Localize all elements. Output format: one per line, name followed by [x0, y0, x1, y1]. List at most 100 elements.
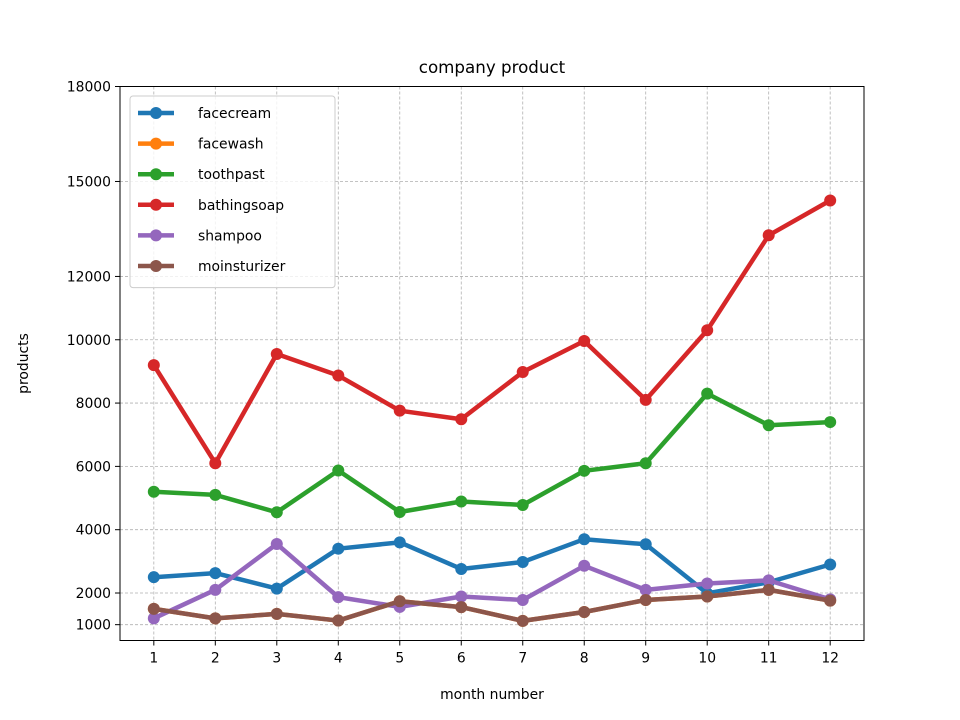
data-point	[455, 590, 468, 603]
data-point	[824, 594, 837, 607]
data-point	[455, 562, 468, 575]
data-point	[639, 393, 652, 406]
x-axis-title: month number	[440, 687, 544, 703]
data-point	[762, 583, 775, 596]
data-point	[824, 416, 837, 429]
series-line	[151, 587, 833, 624]
data-point	[578, 559, 591, 572]
data-point	[701, 577, 714, 590]
x-tick-label: 2	[211, 651, 220, 667]
series-line	[150, 541, 833, 622]
data-point	[270, 582, 283, 595]
legend-marker	[150, 107, 162, 119]
legend-label: shampoo	[198, 228, 262, 244]
x-tick-label: 7	[518, 651, 527, 667]
data-point	[393, 505, 406, 518]
data-point	[516, 614, 529, 627]
data-point	[332, 464, 345, 477]
x-tick-label: 6	[457, 651, 466, 667]
data-point	[762, 419, 775, 432]
data-point	[270, 506, 283, 519]
data-point	[516, 593, 529, 606]
y-tick-label: 18000	[67, 80, 111, 96]
data-point	[147, 359, 160, 372]
data-point	[578, 335, 591, 348]
data-point	[393, 404, 406, 417]
series-layer	[147, 194, 837, 627]
x-tick-label: 3	[272, 651, 281, 667]
data-point	[639, 593, 652, 606]
data-point	[455, 601, 468, 614]
data-point	[270, 607, 283, 620]
x-tick-label: 9	[641, 651, 650, 667]
y-tick-label: 10000	[67, 333, 111, 349]
x-tick-label: 4	[334, 651, 343, 667]
data-point	[270, 348, 283, 361]
data-point	[824, 194, 837, 207]
data-point	[147, 571, 160, 584]
legend-item: bathingsoap	[138, 198, 284, 214]
series-moinsturizer	[147, 583, 837, 627]
legend-label: bathingsoap	[198, 198, 284, 214]
data-point	[455, 495, 468, 508]
data-point	[762, 574, 775, 587]
legend-marker	[150, 198, 162, 211]
legend-box	[129, 95, 336, 289]
y-tick-label: 4000	[76, 523, 111, 539]
y-axis-title: products	[16, 333, 32, 394]
data-point	[332, 369, 345, 382]
data-point	[147, 485, 160, 498]
chart-title: company product	[419, 57, 566, 77]
data-point	[578, 533, 591, 546]
x-tick-label: 8	[580, 651, 589, 667]
x-axis: 1 2 3 4 5 6 7 8 9 10 11 12	[149, 640, 839, 667]
legend-label: moinsturizer	[198, 259, 286, 275]
data-point	[332, 591, 345, 604]
x-tick-label: 5	[395, 651, 404, 667]
x-tick-label: 11	[760, 651, 778, 667]
legend-item: toothpast	[138, 167, 265, 183]
data-point	[209, 583, 222, 596]
plot-frame	[119, 86, 865, 641]
legend-item: facecream	[138, 106, 271, 122]
data-point	[332, 542, 345, 555]
x-tick-label: 1	[149, 651, 158, 667]
y-tick-label: 15000	[67, 174, 111, 190]
legend-item: facewash	[138, 137, 264, 153]
x-tick-label: 12	[821, 651, 839, 667]
y-tick-label: 8000	[76, 396, 111, 412]
legend-marker	[150, 168, 162, 181]
data-point	[209, 488, 222, 501]
data-point	[639, 583, 652, 596]
series-line	[150, 197, 834, 466]
data-point	[209, 612, 222, 625]
data-point	[147, 612, 160, 625]
legend-label: facewash	[198, 137, 264, 153]
data-point	[639, 538, 652, 551]
legend-item: moinsturizer	[138, 259, 286, 275]
data-point	[393, 536, 406, 549]
data-point	[639, 457, 652, 470]
series-line	[151, 536, 833, 596]
data-point	[516, 366, 529, 379]
data-point	[332, 614, 345, 627]
data-point	[455, 413, 468, 426]
series-toothpast	[147, 387, 837, 519]
data-point	[762, 229, 775, 242]
legend-item: shampoo	[138, 228, 262, 244]
data-point	[578, 464, 591, 477]
data-point	[209, 567, 222, 580]
data-point	[578, 606, 591, 619]
legend-marker	[150, 260, 162, 272]
legend-label: facecream	[198, 106, 271, 122]
series-bathingsoap	[147, 194, 837, 470]
data-point	[824, 558, 837, 571]
legend-label: toothpast	[198, 167, 265, 183]
y-tick-label: 2000	[76, 586, 111, 602]
x-tick-label: 10	[698, 651, 716, 667]
grid	[120, 86, 864, 641]
series-facecream	[147, 533, 837, 600]
legend-marker	[150, 137, 162, 150]
data-point	[393, 595, 406, 608]
